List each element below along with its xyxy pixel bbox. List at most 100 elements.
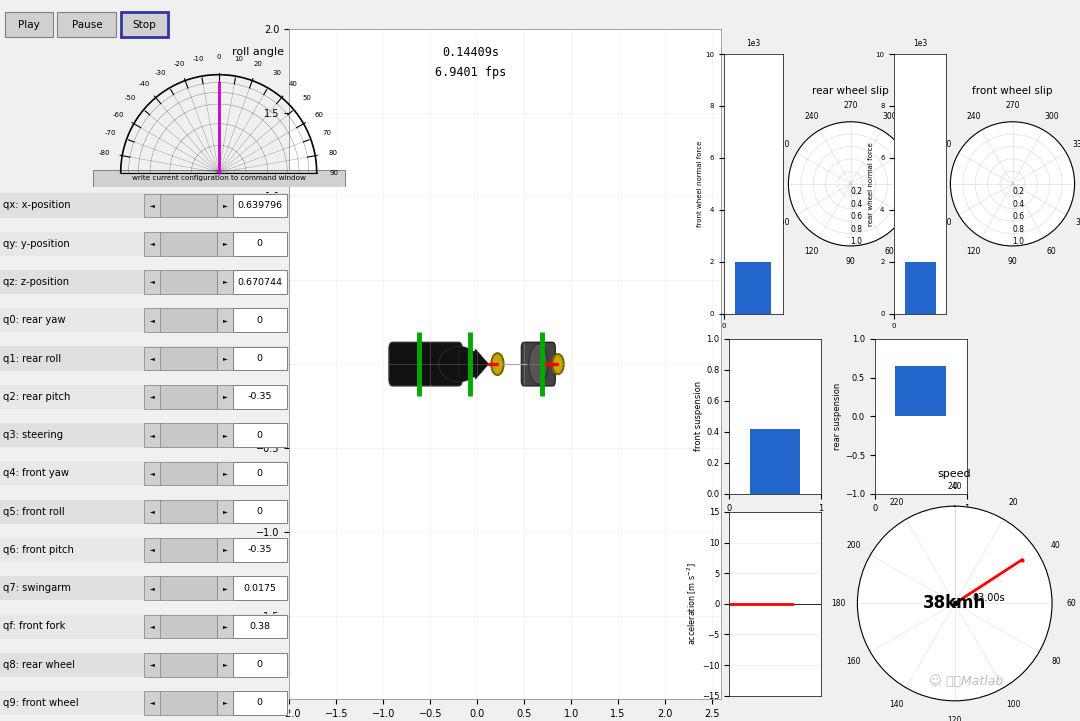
FancyBboxPatch shape <box>145 309 161 332</box>
FancyBboxPatch shape <box>0 461 289 485</box>
FancyBboxPatch shape <box>0 500 289 523</box>
Ellipse shape <box>529 344 548 384</box>
Bar <box>735 262 771 314</box>
Text: ◄: ◄ <box>150 433 154 438</box>
Text: 1e3: 1e3 <box>746 39 760 48</box>
Text: ◄: ◄ <box>150 585 154 590</box>
Title: speed: speed <box>937 469 972 479</box>
Text: 70: 70 <box>323 131 332 136</box>
FancyBboxPatch shape <box>217 270 233 294</box>
Text: 0.14409s: 0.14409s <box>443 45 499 58</box>
FancyBboxPatch shape <box>232 347 287 371</box>
Text: 0: 0 <box>257 469 262 478</box>
FancyBboxPatch shape <box>0 614 289 639</box>
Text: ►: ► <box>222 356 227 361</box>
Bar <box>905 262 935 314</box>
Text: ►: ► <box>222 624 227 629</box>
Text: ◄: ◄ <box>150 471 154 476</box>
Text: ►: ► <box>222 471 227 476</box>
Text: qx: x-position: qx: x-position <box>3 200 70 211</box>
FancyBboxPatch shape <box>232 423 287 447</box>
Y-axis label: front wheel normal force: front wheel normal force <box>698 141 703 227</box>
Text: q8: rear wheel: q8: rear wheel <box>3 660 75 670</box>
FancyBboxPatch shape <box>160 500 217 523</box>
Text: Stop: Stop <box>133 19 157 30</box>
Text: ◄: ◄ <box>150 624 154 629</box>
FancyBboxPatch shape <box>145 461 161 485</box>
FancyBboxPatch shape <box>0 193 289 218</box>
Text: ►: ► <box>222 242 227 247</box>
Text: ◄: ◄ <box>150 242 154 247</box>
Text: 38kmh: 38kmh <box>923 595 986 612</box>
Text: 0.0175: 0.0175 <box>243 584 276 593</box>
Text: ►: ► <box>222 509 227 514</box>
FancyBboxPatch shape <box>0 347 289 371</box>
FancyBboxPatch shape <box>232 500 287 523</box>
FancyBboxPatch shape <box>232 232 287 255</box>
Text: q7: swingarm: q7: swingarm <box>3 583 71 593</box>
FancyBboxPatch shape <box>160 385 217 409</box>
FancyBboxPatch shape <box>160 309 217 332</box>
Text: 0: 0 <box>257 354 262 363</box>
Text: ►: ► <box>222 394 227 399</box>
FancyArrow shape <box>459 349 488 379</box>
FancyBboxPatch shape <box>145 691 161 715</box>
FancyBboxPatch shape <box>121 12 168 37</box>
Circle shape <box>552 354 564 374</box>
FancyBboxPatch shape <box>0 576 289 601</box>
FancyBboxPatch shape <box>217 614 233 638</box>
FancyBboxPatch shape <box>145 576 161 600</box>
FancyBboxPatch shape <box>217 347 233 371</box>
Text: -10: -10 <box>193 56 204 62</box>
FancyBboxPatch shape <box>217 309 233 332</box>
FancyBboxPatch shape <box>145 653 161 676</box>
Text: ◄: ◄ <box>150 394 154 399</box>
Text: 90: 90 <box>329 169 339 176</box>
Text: ◄: ◄ <box>150 701 154 705</box>
Circle shape <box>491 353 503 375</box>
FancyBboxPatch shape <box>93 170 345 187</box>
FancyBboxPatch shape <box>0 385 289 409</box>
FancyBboxPatch shape <box>217 691 233 715</box>
FancyBboxPatch shape <box>160 423 217 447</box>
Text: ◄: ◄ <box>150 318 154 323</box>
FancyBboxPatch shape <box>145 423 161 447</box>
Text: ◄: ◄ <box>150 662 154 667</box>
FancyBboxPatch shape <box>145 270 161 294</box>
Text: ►: ► <box>222 662 227 667</box>
Text: q0: rear yaw: q0: rear yaw <box>3 315 66 325</box>
FancyBboxPatch shape <box>145 614 161 638</box>
Text: 0: 0 <box>257 699 262 707</box>
FancyBboxPatch shape <box>0 270 289 294</box>
FancyBboxPatch shape <box>232 309 287 332</box>
FancyBboxPatch shape <box>160 194 217 217</box>
FancyBboxPatch shape <box>145 500 161 523</box>
Text: ◄: ◄ <box>150 356 154 361</box>
Text: 50: 50 <box>302 95 312 102</box>
Text: 0: 0 <box>257 239 262 248</box>
Text: ►: ► <box>222 433 227 438</box>
Y-axis label: rear wheel normal force: rear wheel normal force <box>868 142 874 226</box>
FancyBboxPatch shape <box>217 653 233 676</box>
Text: ►: ► <box>222 701 227 705</box>
Text: 20: 20 <box>254 61 262 67</box>
Text: ◄: ◄ <box>150 547 154 552</box>
FancyBboxPatch shape <box>160 232 217 255</box>
Text: 0.670744: 0.670744 <box>238 278 282 286</box>
Title: front wheel slip: front wheel slip <box>972 87 1053 97</box>
Text: 0: 0 <box>257 430 262 440</box>
FancyBboxPatch shape <box>217 423 233 447</box>
FancyBboxPatch shape <box>217 500 233 523</box>
FancyBboxPatch shape <box>217 576 233 600</box>
Text: q2: rear pitch: q2: rear pitch <box>3 392 70 402</box>
Text: qy: y-position: qy: y-position <box>3 239 69 249</box>
Bar <box>750 429 800 494</box>
FancyBboxPatch shape <box>232 576 287 600</box>
FancyBboxPatch shape <box>160 538 217 562</box>
FancyBboxPatch shape <box>160 461 217 485</box>
FancyBboxPatch shape <box>232 538 287 562</box>
FancyBboxPatch shape <box>217 461 233 485</box>
Text: -0.35: -0.35 <box>247 392 272 402</box>
Text: -40: -40 <box>138 81 150 87</box>
Text: q1: rear roll: q1: rear roll <box>3 353 60 363</box>
